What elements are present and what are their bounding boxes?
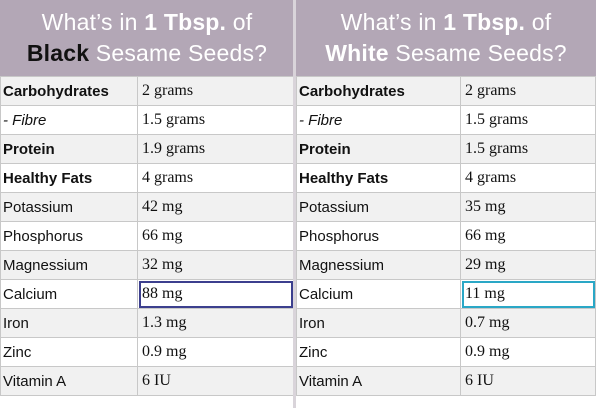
header-seed-type: White xyxy=(325,40,389,66)
nutrient-value: 4 grams xyxy=(460,163,596,193)
table-row: Iron 1.3 mg xyxy=(0,308,294,338)
nutrient-value: 6 IU xyxy=(137,366,294,396)
header-text: What’s in xyxy=(41,9,145,35)
white-sesame-table: Carbohydrates 2 grams - Fibre 1.5 grams Prot… xyxy=(296,76,596,396)
panel-divider xyxy=(293,0,296,408)
black-sesame-panel: What’s in 1 Tbsp. of Black Sesame Seeds?… xyxy=(0,0,294,408)
header-line-2: Black Sesame Seeds? xyxy=(0,38,294,69)
nutrient-value: 66 mg xyxy=(460,221,596,251)
table-row: Zinc 0.9 mg xyxy=(296,337,596,367)
nutrient-value: 6 IU xyxy=(460,366,596,396)
white-sesame-header: What’s in 1 Tbsp. of White Sesame Seeds? xyxy=(296,0,596,76)
nutrient-value: 1.5 grams xyxy=(460,134,596,164)
header-text: Sesame Seeds? xyxy=(89,40,268,66)
table-row: - Fibre 1.5 grams xyxy=(0,105,294,135)
header-text: Sesame Seeds? xyxy=(388,40,567,66)
table-row: Healthy Fats 4 grams xyxy=(0,163,294,193)
header-line-2: White Sesame Seeds? xyxy=(296,38,596,69)
header-text: of xyxy=(525,9,552,35)
nutrient-value: 1.3 mg xyxy=(137,308,294,338)
table-row: Calcium 11 mg xyxy=(296,279,596,309)
nutrient-name: Calcium xyxy=(0,279,138,309)
nutrient-name: Iron xyxy=(296,308,461,338)
nutrient-name: Zinc xyxy=(0,337,138,367)
header-line-1: What’s in 1 Tbsp. of xyxy=(296,7,596,38)
header-text: What’s in xyxy=(340,9,444,35)
nutrient-value: 1.5 grams xyxy=(137,105,294,135)
header-text: of xyxy=(226,9,253,35)
nutrient-value: 1.5 grams xyxy=(460,105,596,135)
nutrient-name: Potassium xyxy=(296,192,461,222)
header-seed-type: Black xyxy=(26,40,90,66)
table-row: Zinc 0.9 mg xyxy=(0,337,294,367)
nutrient-name: Carbohydrates xyxy=(296,76,461,106)
nutrient-value: 35 mg xyxy=(460,192,596,222)
nutrient-value: 2 grams xyxy=(460,76,596,106)
header-amount: 1 Tbsp. xyxy=(443,9,526,35)
table-row: Magnessium 32 mg xyxy=(0,250,294,280)
nutrient-value: 29 mg xyxy=(460,250,596,280)
table-row: Carbohydrates 2 grams xyxy=(296,76,596,106)
nutrient-name: Protein xyxy=(0,134,138,164)
nutrient-name: - Fibre xyxy=(0,105,138,135)
nutrient-name: Magnessium xyxy=(296,250,461,280)
nutrient-name: Carbohydrates xyxy=(0,76,138,106)
table-row: Carbohydrates 2 grams xyxy=(0,76,294,106)
highlighted-value: 11 mg xyxy=(460,279,596,309)
table-row: Phosphorus 66 mg xyxy=(0,221,294,251)
nutrient-name: Healthy Fats xyxy=(296,163,461,193)
table-row: - Fibre 1.5 grams xyxy=(296,105,596,135)
nutrient-name: Potassium xyxy=(0,192,138,222)
nutrient-name: Vitamin A xyxy=(0,366,138,396)
nutrient-value: 0.9 mg xyxy=(137,337,294,367)
table-row: Healthy Fats 4 grams xyxy=(296,163,596,193)
nutrient-value: 4 grams xyxy=(137,163,294,193)
nutrient-name: Zinc xyxy=(296,337,461,367)
nutrient-value: 42 mg xyxy=(137,192,294,222)
nutrient-value: 0.7 mg xyxy=(460,308,596,338)
table-row: Potassium 42 mg xyxy=(0,192,294,222)
nutrient-name: Calcium xyxy=(296,279,461,309)
nutrient-value: 32 mg xyxy=(137,250,294,280)
table-row: Magnessium 29 mg xyxy=(296,250,596,280)
table-row: Protein 1.9 grams xyxy=(0,134,294,164)
nutrient-name: Iron xyxy=(0,308,138,338)
nutrient-name: Phosphorus xyxy=(0,221,138,251)
black-sesame-table: Carbohydrates 2 grams - Fibre 1.5 grams Prot… xyxy=(0,76,294,396)
nutrient-name: Vitamin A xyxy=(296,366,461,396)
nutrient-name: Healthy Fats xyxy=(0,163,138,193)
table-row: Calcium 88 mg xyxy=(0,279,294,309)
nutrient-value: 2 grams xyxy=(137,76,294,106)
nutrient-name: - Fibre xyxy=(296,105,461,135)
table-row: Protein 1.5 grams xyxy=(296,134,596,164)
highlighted-value: 88 mg xyxy=(137,279,294,309)
table-row: Potassium 35 mg xyxy=(296,192,596,222)
nutrient-value: 66 mg xyxy=(137,221,294,251)
white-sesame-panel: What’s in 1 Tbsp. of White Sesame Seeds?… xyxy=(296,0,596,408)
black-sesame-header: What’s in 1 Tbsp. of Black Sesame Seeds? xyxy=(0,0,294,76)
header-line-1: What’s in 1 Tbsp. of xyxy=(0,7,294,38)
nutrient-name: Phosphorus xyxy=(296,221,461,251)
nutrient-value: 0.9 mg xyxy=(460,337,596,367)
table-row: Phosphorus 66 mg xyxy=(296,221,596,251)
header-amount: 1 Tbsp. xyxy=(144,9,227,35)
nutrient-name: Protein xyxy=(296,134,461,164)
nutrient-value: 1.9 grams xyxy=(137,134,294,164)
nutrient-name: Magnessium xyxy=(0,250,138,280)
table-row: Iron 0.7 mg xyxy=(296,308,596,338)
